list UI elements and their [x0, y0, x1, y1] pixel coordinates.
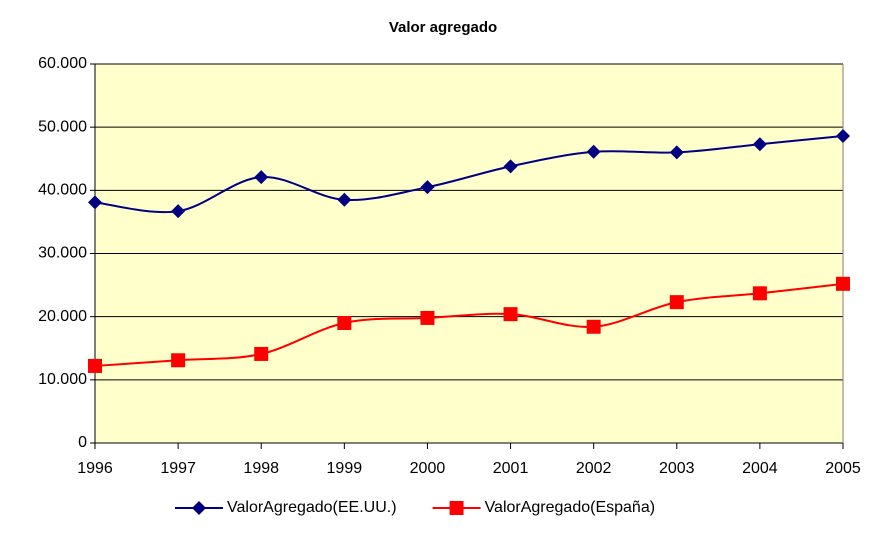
- x-tick-label: 2000: [410, 460, 446, 477]
- series-line: [94, 282, 844, 367]
- marker: [669, 295, 684, 310]
- marker: [586, 144, 601, 159]
- marker: [192, 501, 206, 515]
- marker: [449, 501, 464, 515]
- series-line: [94, 135, 844, 214]
- y-tick-label: 50.000: [38, 118, 87, 135]
- marker: [503, 307, 518, 322]
- marker: [752, 137, 767, 152]
- marker: [88, 358, 102, 373]
- legend-label: ValorAgregado(EE.UU.): [227, 499, 397, 516]
- x-tick-label: 2005: [825, 460, 861, 477]
- y-tick-label: 10.000: [38, 371, 87, 388]
- marker: [836, 276, 850, 291]
- x-tick-label: 2004: [742, 460, 778, 477]
- x-tick-label: 1998: [243, 460, 279, 477]
- marker: [337, 315, 352, 330]
- marker: [420, 180, 435, 195]
- y-tick-label: 60.000: [38, 55, 87, 72]
- marker: [171, 204, 186, 219]
- marker: [337, 192, 352, 207]
- x-tick-label: 1996: [77, 460, 113, 477]
- legend-label: ValorAgregado(España): [485, 499, 655, 516]
- x-tick-label: 2002: [576, 460, 612, 477]
- marker: [88, 195, 102, 210]
- x-tick-label: 2001: [493, 460, 529, 477]
- y-tick-label: 40.000: [38, 182, 87, 199]
- y-tick-label: 30.000: [38, 245, 87, 262]
- y-tick-label: 0: [78, 434, 87, 451]
- marker: [836, 129, 850, 144]
- marker: [503, 159, 518, 174]
- marker: [669, 145, 684, 160]
- x-tick-label: 1999: [327, 460, 363, 477]
- chart-title: Valor agregado: [389, 19, 497, 36]
- marker: [254, 170, 269, 185]
- marker: [586, 319, 601, 334]
- marker: [171, 353, 186, 368]
- marker: [752, 286, 767, 301]
- x-tick-label: 2003: [659, 460, 695, 477]
- x-tick-label: 1997: [160, 460, 196, 477]
- y-tick-label: 20.000: [38, 308, 87, 325]
- marker: [420, 310, 435, 325]
- marker: [254, 346, 269, 361]
